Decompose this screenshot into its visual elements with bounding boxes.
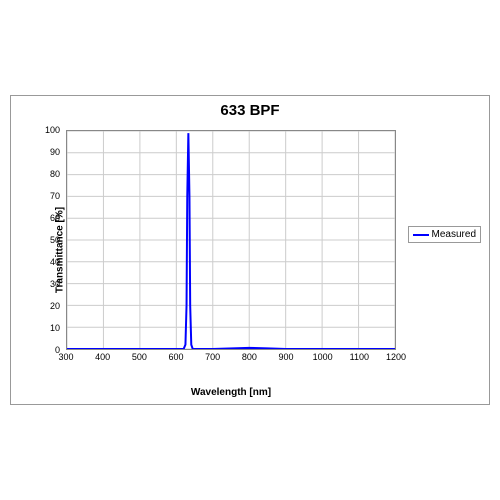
x-tick: 1200	[386, 352, 406, 362]
y-tick: 40	[50, 257, 60, 267]
y-tick: 20	[50, 301, 60, 311]
legend: Measured	[408, 226, 481, 243]
x-tick: 600	[168, 352, 183, 362]
x-tick: 900	[278, 352, 293, 362]
x-tick: 300	[58, 352, 73, 362]
legend-label: Measured	[432, 229, 476, 240]
x-tick: 500	[132, 352, 147, 362]
x-tick: 400	[95, 352, 110, 362]
x-tick: 800	[242, 352, 257, 362]
y-tick: 100	[45, 125, 60, 135]
x-axis-label: Wavelength [nm]	[66, 387, 396, 398]
y-tick: 60	[50, 213, 60, 223]
x-tick: 1100	[350, 352, 369, 362]
y-ticks: 0102030405060708090100	[11, 130, 63, 350]
chart-title: 633 BPF	[11, 102, 489, 119]
plot-svg	[67, 131, 395, 349]
x-tick: 1000	[313, 352, 333, 362]
y-tick: 30	[50, 279, 60, 289]
y-tick: 90	[50, 147, 60, 157]
plot-area	[66, 130, 396, 350]
y-tick: 10	[50, 323, 60, 333]
x-tick: 700	[205, 352, 220, 362]
y-tick: 80	[50, 169, 60, 179]
legend-line-icon	[413, 234, 429, 236]
chart-container: 633 BPF Transmittance [%] 01020304050607…	[10, 95, 490, 405]
x-ticks: 300400500600700800900100011001200	[66, 352, 396, 366]
y-tick: 70	[50, 191, 60, 201]
y-tick: 50	[50, 235, 60, 245]
